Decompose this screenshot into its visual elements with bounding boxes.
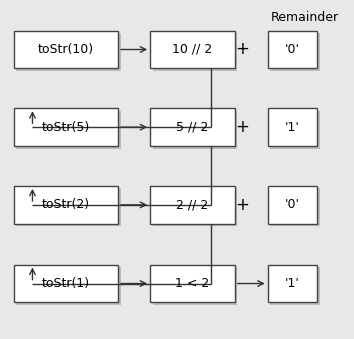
Text: +: + <box>235 118 249 136</box>
Text: toStr(5): toStr(5) <box>42 121 90 134</box>
Text: '1': '1' <box>285 121 300 134</box>
Polygon shape <box>153 111 237 148</box>
Polygon shape <box>153 267 237 305</box>
Text: toStr(1): toStr(1) <box>42 277 90 290</box>
Polygon shape <box>150 186 235 224</box>
Text: 10 // 2: 10 // 2 <box>172 43 212 56</box>
Text: 5 // 2: 5 // 2 <box>176 121 209 134</box>
Text: '0': '0' <box>285 43 300 56</box>
Text: toStr(10): toStr(10) <box>38 43 94 56</box>
Polygon shape <box>16 33 121 71</box>
Polygon shape <box>153 188 237 226</box>
Text: '0': '0' <box>285 198 300 211</box>
Polygon shape <box>153 33 237 71</box>
Polygon shape <box>268 265 318 302</box>
Polygon shape <box>150 265 235 302</box>
Polygon shape <box>16 111 121 148</box>
Polygon shape <box>270 267 320 305</box>
Text: 1 < 2: 1 < 2 <box>175 277 210 290</box>
Polygon shape <box>16 188 121 226</box>
Polygon shape <box>150 108 235 146</box>
Text: '1': '1' <box>285 277 300 290</box>
Polygon shape <box>14 186 118 224</box>
Text: 2 // 2: 2 // 2 <box>176 198 209 211</box>
Polygon shape <box>270 111 320 148</box>
Text: +: + <box>235 40 249 59</box>
Polygon shape <box>16 267 121 305</box>
Polygon shape <box>14 265 118 302</box>
Polygon shape <box>268 31 318 68</box>
Text: +: + <box>235 196 249 214</box>
Polygon shape <box>150 31 235 68</box>
Text: Remainder: Remainder <box>270 11 338 24</box>
Polygon shape <box>270 188 320 226</box>
Polygon shape <box>268 186 318 224</box>
Polygon shape <box>14 31 118 68</box>
Polygon shape <box>268 108 318 146</box>
Polygon shape <box>14 108 118 146</box>
Polygon shape <box>270 33 320 71</box>
Text: toStr(2): toStr(2) <box>42 198 90 211</box>
